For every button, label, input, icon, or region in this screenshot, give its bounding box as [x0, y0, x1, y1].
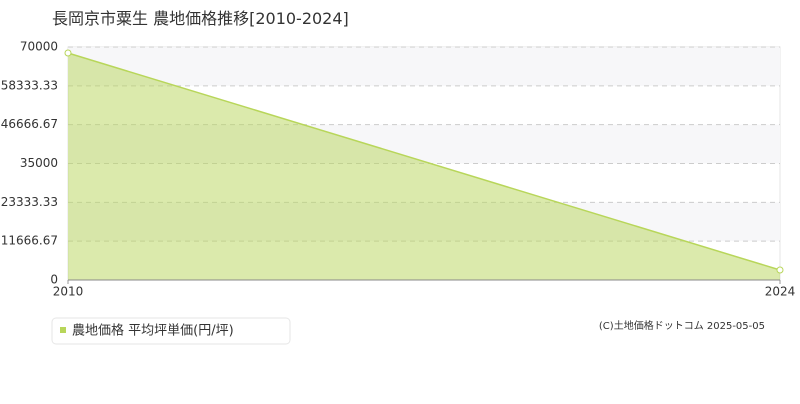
y-tick-label: 0	[50, 273, 58, 287]
area	[68, 52, 780, 281]
legend-label: 農地価格 平均坪単価(円/坪)	[72, 323, 234, 339]
line	[67, 52, 781, 271]
copyright: (C)土地価格ドットコム 2025-05-05	[599, 319, 765, 332]
x-tick-label: 2010	[53, 285, 84, 299]
y-tick-label: 23333.33	[1, 195, 58, 209]
point	[64, 49, 72, 57]
y-tick-label: 46666.67	[1, 117, 58, 131]
y-tick-label: 58333.33	[1, 78, 58, 92]
y-tick-label: 35000	[20, 156, 58, 170]
band	[68, 47, 780, 86]
y-tick-label: 11666.67	[1, 234, 58, 248]
legend-box	[51, 317, 291, 345]
x-tick-label: 2024	[765, 285, 796, 299]
legend-swatch	[60, 327, 66, 333]
point	[776, 266, 784, 274]
y-tick-label: 70000	[20, 40, 58, 54]
chart-title: 長岡京市粟生 農地価格推移[2010-2024]	[52, 9, 349, 28]
